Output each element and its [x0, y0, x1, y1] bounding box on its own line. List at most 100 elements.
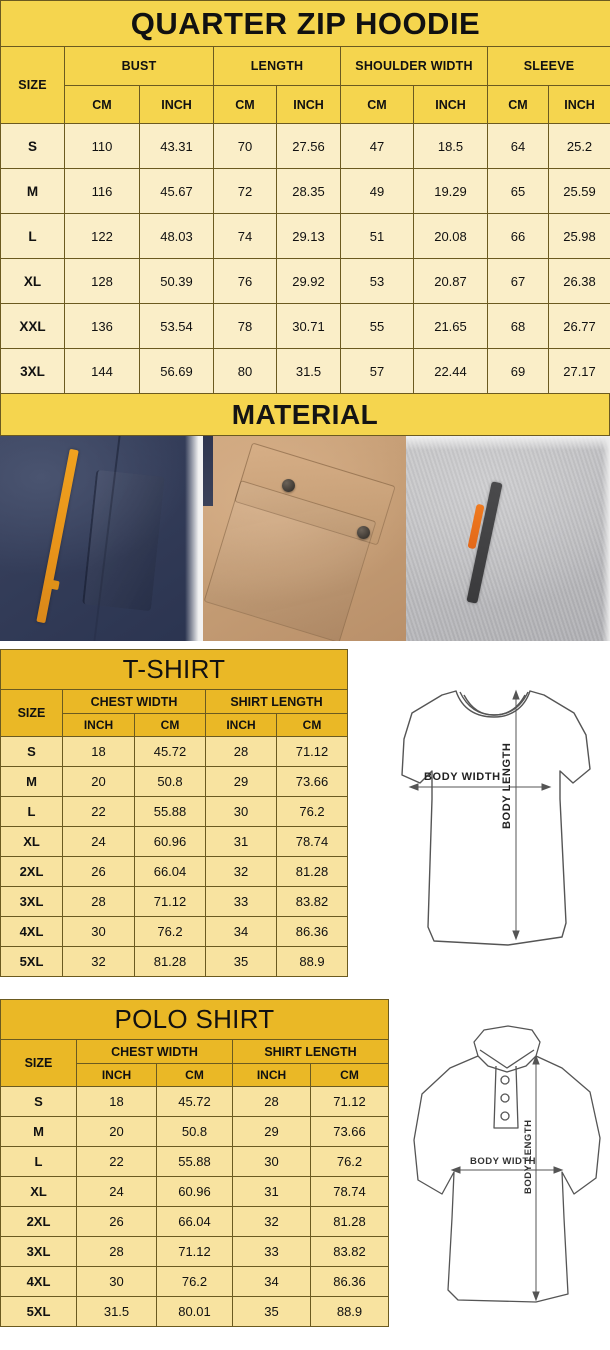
tshirt-cell-chest_cm: 76.2 [134, 916, 206, 947]
polo-cell-chest_cm: 76.2 [156, 1266, 233, 1297]
table-row: 4XL 30 76.2 34 86.36 [0, 1266, 389, 1297]
hoodie-cell-length_in: 29.92 [276, 258, 341, 304]
tshirt-cell-size: XL [0, 826, 63, 857]
polo-cell-length_in: 32 [232, 1206, 311, 1237]
table-row: XL 128 50.39 76 29.92 53 20.87 67 26.38 [0, 258, 610, 304]
hoodie-cell-length_cm: 70 [213, 123, 277, 169]
table-row: 2XL 26 66.04 32 81.28 [0, 856, 348, 887]
polo-cell-size: 4XL [0, 1266, 77, 1297]
tshirt-title: T-SHIRT [0, 649, 348, 690]
hoodie-cell-shoulder_in: 20.08 [413, 213, 488, 259]
hoodie-cell-bust_cm: 122 [64, 213, 140, 259]
polo-cell-size: 3XL [0, 1236, 77, 1267]
hoodie-group-bust: BUST [64, 46, 214, 86]
hoodie-cell-sleeve_in: 27.17 [547, 348, 610, 394]
polo-cell-chest_cm: 66.04 [156, 1206, 233, 1237]
hoodie-cell-shoulder_cm: 53 [340, 258, 414, 304]
tshirt-unit-chest-cm: CM [134, 713, 206, 737]
table-row: 3XL 28 71.12 33 83.82 [0, 886, 348, 917]
tshirt-unit-length-cm: CM [276, 713, 348, 737]
polo-size-table: POLO SHIRT SIZE CHEST WIDTH SHIRT LENGTH… [0, 999, 389, 1327]
hoodie-cell-size: M [0, 168, 65, 214]
hoodie-cell-bust_cm: 110 [64, 123, 140, 169]
tshirt-group-chest-width: CHEST WIDTH [62, 689, 206, 714]
hoodie-cell-length_cm: 80 [213, 348, 277, 394]
tshirt-cell-length_in: 32 [205, 856, 277, 887]
tshirt-size-table: T-SHIRT SIZE CHEST WIDTH SHIRT LENGTH IN… [0, 649, 348, 977]
tshirt-cell-chest_in: 28 [62, 886, 135, 917]
polo-unit-chest-cm: CM [156, 1063, 233, 1087]
polo-cell-size: S [0, 1086, 77, 1117]
tshirt-section: T-SHIRT SIZE CHEST WIDTH SHIRT LENGTH IN… [0, 641, 610, 994]
hoodie-group-length: LENGTH [213, 46, 341, 86]
polo-cell-length_in: 33 [232, 1236, 311, 1267]
photo-dark-edge [203, 436, 214, 506]
tshirt-cell-chest_cm: 60.96 [134, 826, 206, 857]
tshirt-cell-chest_cm: 55.88 [134, 796, 206, 827]
hoodie-table-body: S 110 43.31 70 27.56 47 18.5 64 25.2 M 116 45.67 72 2… [0, 123, 610, 394]
polo-cell-length_in: 28 [232, 1086, 311, 1117]
polo-cell-size: M [0, 1116, 77, 1147]
drawstring-knot [44, 578, 60, 590]
tshirt-cell-chest_in: 18 [62, 736, 135, 767]
polo-cell-chest_cm: 80.01 [156, 1296, 233, 1327]
polo-cell-chest_cm: 71.12 [156, 1236, 233, 1267]
polo-cell-length_cm: 88.9 [310, 1296, 389, 1327]
polo-cell-length_cm: 78.74 [310, 1176, 389, 1207]
polo-cell-chest_cm: 60.96 [156, 1176, 233, 1207]
polo-cell-chest_in: 31.5 [76, 1296, 157, 1327]
hoodie-unit-sleeve-inch: INCH [547, 85, 610, 124]
table-row: M 20 50.8 29 73.66 [0, 766, 348, 797]
hoodie-cell-length_in: 31.5 [276, 348, 341, 394]
hoodie-cell-sleeve_in: 25.2 [547, 123, 610, 169]
tshirt-cell-length_in: 29 [205, 766, 277, 797]
table-row: L 22 55.88 30 76.2 [0, 1146, 389, 1177]
polo-cell-length_in: 35 [232, 1296, 311, 1327]
polo-group-chest-width: CHEST WIDTH [76, 1039, 233, 1064]
tshirt-cell-size: 5XL [0, 946, 63, 977]
hoodie-unit-bust-inch: INCH [139, 85, 214, 124]
hoodie-cell-length_in: 28.35 [276, 168, 341, 214]
snap-button-icon [282, 479, 296, 493]
table-row: S 110 43.31 70 27.56 47 18.5 64 25.2 [0, 123, 610, 169]
hoodie-cell-shoulder_cm: 47 [340, 123, 414, 169]
tshirt-cell-chest_cm: 71.12 [134, 886, 206, 917]
table-row: 5XL 31.5 80.01 35 88.9 [0, 1296, 389, 1327]
hoodie-cell-sleeve_cm: 67 [487, 258, 549, 304]
polo-body-width-label: BODY WIDTH [470, 1156, 536, 1167]
tshirt-cell-length_in: 28 [205, 736, 277, 767]
tshirt-cell-length_cm: 81.28 [276, 856, 348, 887]
tshirt-cell-size: 3XL [0, 886, 63, 917]
navy-hoodie-drawstring-photo [0, 436, 203, 641]
polo-cell-length_in: 29 [232, 1116, 311, 1147]
hoodie-cell-bust_cm: 136 [64, 303, 140, 349]
hoodie-cell-shoulder_in: 21.65 [413, 303, 488, 349]
polo-cell-chest_in: 26 [76, 1206, 157, 1237]
tshirt-cell-length_cm: 78.74 [276, 826, 348, 857]
hoodie-cell-bust_in: 43.31 [139, 123, 214, 169]
snap-button-icon [357, 526, 371, 540]
hoodie-cell-size: 3XL [0, 348, 65, 394]
tshirt-cell-length_in: 31 [205, 826, 277, 857]
tshirt-cell-length_in: 33 [205, 886, 277, 917]
photo-edge-fade [184, 436, 203, 641]
tshirt-unit-chest-inch: INCH [62, 713, 135, 737]
table-row: M 20 50.8 29 73.66 [0, 1116, 389, 1147]
grey-fleece-zipper-photo [406, 436, 610, 641]
table-row: 3XL 28 71.12 33 83.82 [0, 1236, 389, 1267]
hoodie-cell-shoulder_cm: 57 [340, 348, 414, 394]
polo-cell-chest_cm: 45.72 [156, 1086, 233, 1117]
hoodie-group-shoulder-width: SHOULDER WIDTH [340, 46, 488, 86]
polo-cell-chest_in: 22 [76, 1146, 157, 1177]
polo-cell-chest_cm: 55.88 [156, 1146, 233, 1177]
table-row: L 122 48.03 74 29.13 51 20.08 66 25.98 [0, 213, 610, 259]
photo-top-fade [406, 436, 610, 451]
polo-title: POLO SHIRT [0, 999, 389, 1040]
tshirt-cell-chest_in: 22 [62, 796, 135, 827]
hoodie-cell-shoulder_cm: 55 [340, 303, 414, 349]
polo-cell-chest_in: 28 [76, 1236, 157, 1267]
material-photo-strip [0, 436, 610, 641]
hoodie-unit-sleeve-cm: CM [487, 85, 549, 124]
hoodie-cell-length_cm: 72 [213, 168, 277, 214]
hoodie-cell-shoulder_in: 20.87 [413, 258, 488, 304]
